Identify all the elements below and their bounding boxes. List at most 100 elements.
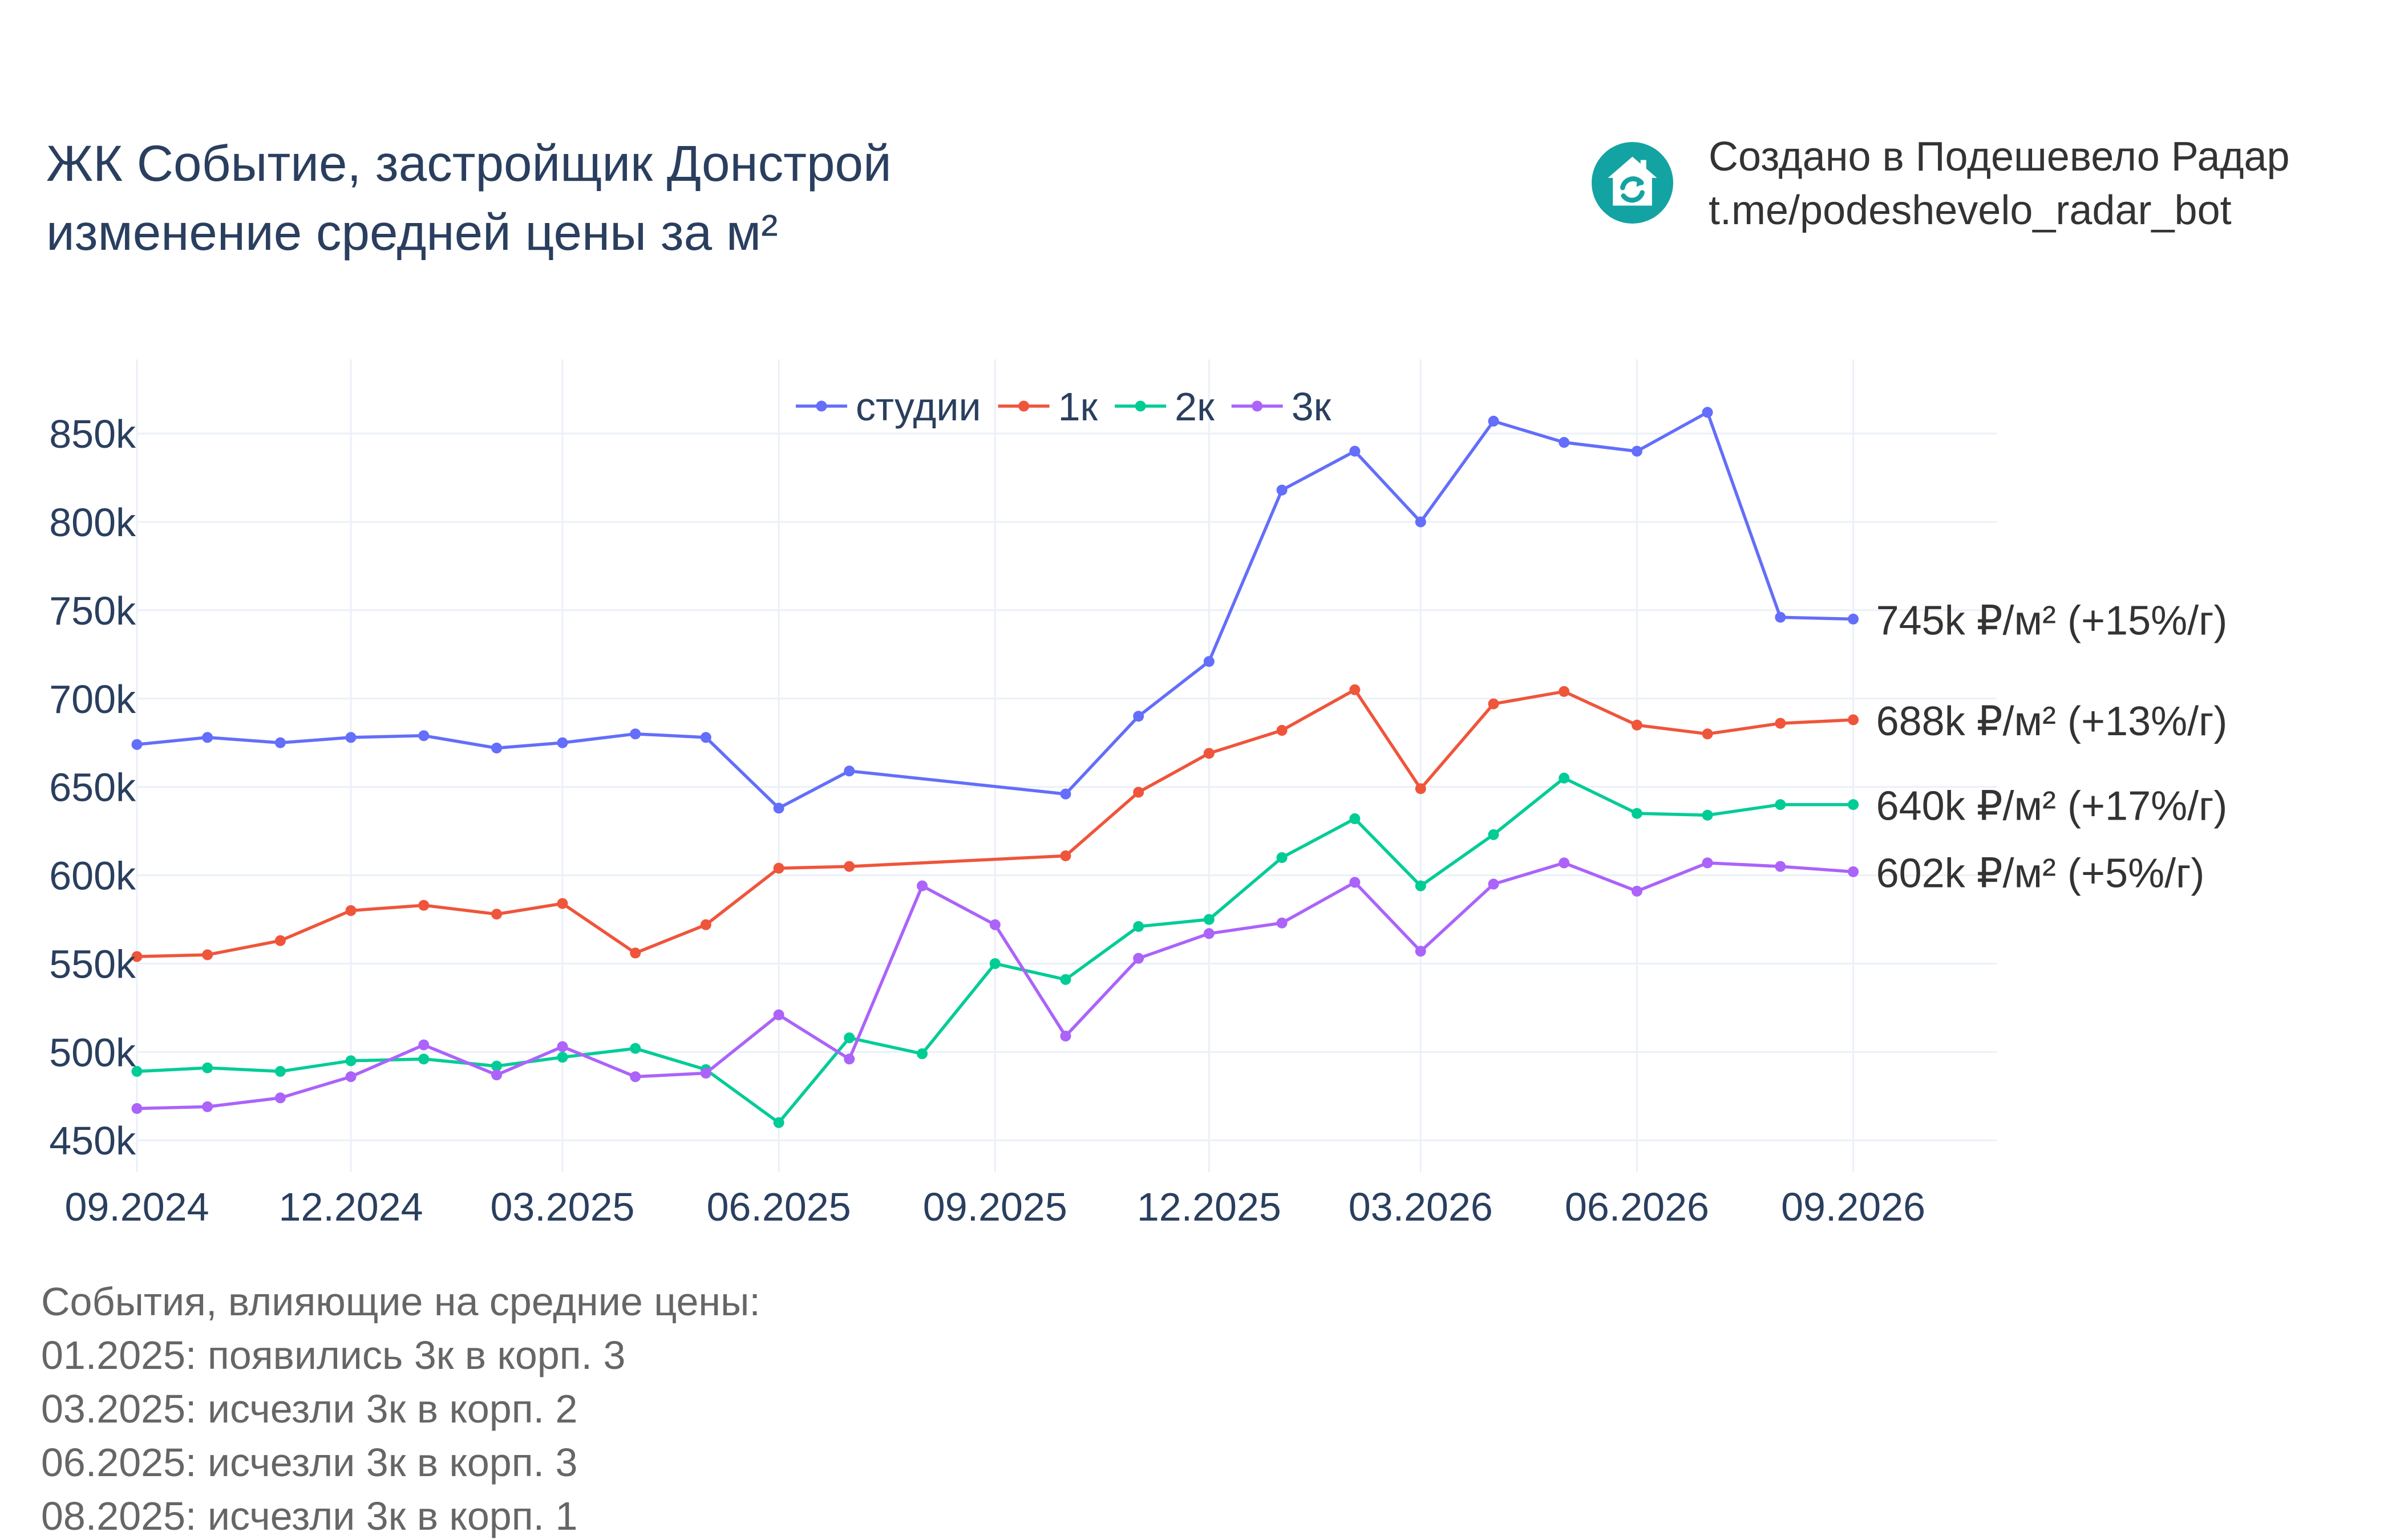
data-point[interactable] xyxy=(131,951,143,962)
data-point[interactable] xyxy=(418,730,430,741)
data-point[interactable] xyxy=(1203,656,1215,667)
data-point[interactable] xyxy=(917,880,928,891)
data-point[interactable] xyxy=(1415,783,1426,795)
data-point[interactable] xyxy=(274,1092,286,1104)
data-point[interactable] xyxy=(1203,748,1215,759)
data-point[interactable] xyxy=(1060,850,1071,861)
legend-item[interactable]: 1к xyxy=(998,384,1098,429)
data-point[interactable] xyxy=(557,898,568,909)
data-point[interactable] xyxy=(1133,711,1144,722)
data-point[interactable] xyxy=(1775,861,1786,872)
data-point[interactable] xyxy=(1276,917,1288,929)
data-point[interactable] xyxy=(1631,885,1642,897)
data-point[interactable] xyxy=(1775,799,1786,810)
data-point[interactable] xyxy=(1559,437,1570,448)
data-point[interactable] xyxy=(491,1069,503,1081)
data-point[interactable] xyxy=(700,919,711,930)
data-point[interactable] xyxy=(345,905,357,917)
data-point[interactable] xyxy=(1133,787,1144,798)
data-point[interactable] xyxy=(1415,516,1426,528)
data-point[interactable] xyxy=(1702,728,1713,740)
data-point[interactable] xyxy=(345,1071,357,1083)
data-point[interactable] xyxy=(1488,415,1499,427)
data-point[interactable] xyxy=(1133,953,1144,964)
data-point[interactable] xyxy=(773,862,784,874)
data-point[interactable] xyxy=(557,1052,568,1063)
data-point[interactable] xyxy=(202,1101,213,1112)
data-point[interactable] xyxy=(274,737,286,748)
data-point[interactable] xyxy=(844,1053,855,1065)
data-point[interactable] xyxy=(773,1009,784,1020)
data-point[interactable] xyxy=(700,1068,711,1079)
data-point[interactable] xyxy=(773,803,784,814)
data-point[interactable] xyxy=(1848,799,1859,810)
credit-line2[interactable]: t.me/podeshevelo_radar_bot xyxy=(1709,188,2232,233)
data-point[interactable] xyxy=(557,1041,568,1052)
data-point[interactable] xyxy=(491,1060,503,1072)
data-point[interactable] xyxy=(1775,611,1786,623)
data-point[interactable] xyxy=(1203,928,1215,939)
data-point[interactable] xyxy=(1349,445,1361,457)
chart-legend[interactable]: студии 1к 2к 3к xyxy=(796,384,1331,429)
legend-item[interactable]: студии xyxy=(796,384,981,429)
data-point[interactable] xyxy=(630,728,641,740)
data-point[interactable] xyxy=(1276,725,1288,736)
data-point[interactable] xyxy=(131,1065,143,1077)
data-point[interactable] xyxy=(844,861,855,872)
data-point[interactable] xyxy=(557,737,568,748)
data-point[interactable] xyxy=(345,1055,357,1067)
data-point[interactable] xyxy=(1415,946,1426,957)
data-point[interactable] xyxy=(418,899,430,911)
data-point[interactable] xyxy=(1631,808,1642,819)
data-point[interactable] xyxy=(1848,714,1859,726)
data-point[interactable] xyxy=(274,935,286,946)
data-point[interactable] xyxy=(700,732,711,743)
data-point[interactable] xyxy=(1488,698,1499,710)
data-point[interactable] xyxy=(917,1048,928,1059)
data-point[interactable] xyxy=(1349,813,1361,824)
legend-item[interactable]: 3к xyxy=(1231,384,1331,429)
data-point[interactable] xyxy=(989,958,1001,969)
data-point[interactable] xyxy=(1702,809,1713,821)
data-point[interactable] xyxy=(1848,613,1859,625)
data-point[interactable] xyxy=(844,1032,855,1044)
data-point[interactable] xyxy=(1559,686,1570,697)
data-point[interactable] xyxy=(1775,718,1786,729)
data-point[interactable] xyxy=(345,732,357,743)
data-point[interactable] xyxy=(491,909,503,920)
data-point[interactable] xyxy=(1848,866,1859,877)
data-point[interactable] xyxy=(630,947,641,959)
data-point[interactable] xyxy=(1631,445,1642,457)
data-point[interactable] xyxy=(1559,857,1570,869)
data-point[interactable] xyxy=(1060,788,1071,800)
data-point[interactable] xyxy=(1060,974,1071,985)
data-point[interactable] xyxy=(1415,880,1426,891)
data-point[interactable] xyxy=(1349,684,1361,695)
data-point[interactable] xyxy=(989,919,1001,930)
data-point[interactable] xyxy=(630,1043,641,1054)
data-point[interactable] xyxy=(202,1062,213,1073)
legend-item[interactable]: 2к xyxy=(1115,384,1215,429)
data-point[interactable] xyxy=(773,1117,784,1128)
data-point[interactable] xyxy=(1349,877,1361,888)
data-point[interactable] xyxy=(418,1039,430,1051)
data-point[interactable] xyxy=(1133,921,1144,932)
data-point[interactable] xyxy=(274,1065,286,1077)
data-point[interactable] xyxy=(1203,914,1215,925)
data-point[interactable] xyxy=(1276,484,1288,496)
data-point[interactable] xyxy=(1488,878,1499,890)
data-point[interactable] xyxy=(491,743,503,754)
credit-block[interactable]: Создано в Подешевело Радар t.me/podeshev… xyxy=(1592,134,2290,233)
data-point[interactable] xyxy=(1702,407,1713,418)
data-point[interactable] xyxy=(202,949,213,961)
data-point[interactable] xyxy=(131,1103,143,1114)
data-point[interactable] xyxy=(1702,857,1713,869)
data-point[interactable] xyxy=(1488,829,1499,840)
data-point[interactable] xyxy=(1559,772,1570,784)
data-point[interactable] xyxy=(202,732,213,743)
data-point[interactable] xyxy=(1631,719,1642,731)
data-point[interactable] xyxy=(418,1053,430,1065)
data-point[interactable] xyxy=(131,739,143,750)
data-point[interactable] xyxy=(844,765,855,777)
data-point[interactable] xyxy=(1060,1030,1071,1041)
